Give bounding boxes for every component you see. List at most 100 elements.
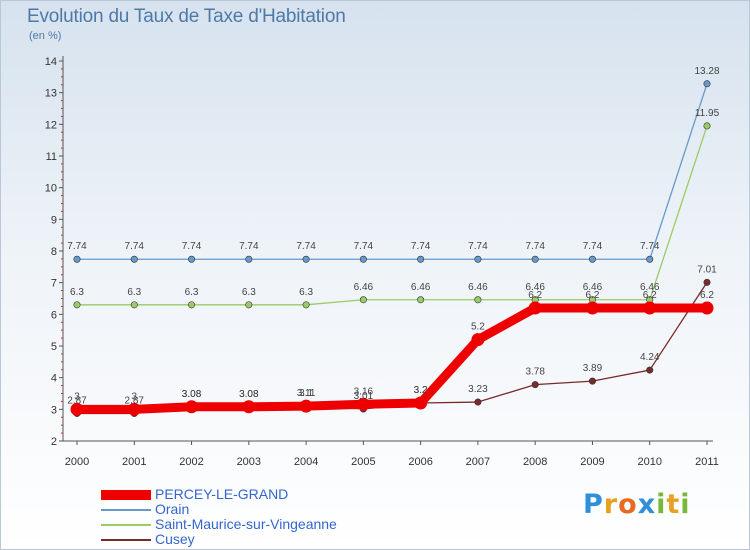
- data-label-1: 7.74: [640, 241, 660, 252]
- y-tick-label: 6: [51, 309, 57, 321]
- x-tick-label: 2001: [122, 456, 146, 468]
- x-tick-label: 2010: [637, 456, 661, 468]
- data-label-2: 6.46: [354, 282, 374, 293]
- y-tick-label: 7: [51, 278, 57, 290]
- chart-subtitle: (en %): [29, 30, 62, 42]
- logo-letter: r: [603, 489, 619, 520]
- series-point-0: [528, 301, 542, 315]
- y-tick-label: 14: [45, 56, 57, 68]
- line-chart: 2 3 4 5 6 7 8 9 10 11 12 13 14 2000 2001 2002 2003 2004 20…: [45, 56, 720, 468]
- series-point-1: [130, 255, 138, 263]
- data-label-0: 3: [74, 391, 80, 402]
- series-point-2: [245, 301, 253, 309]
- legend-swatch-orain: [101, 509, 151, 511]
- series-point-1: [531, 255, 539, 263]
- y-tick-label: 5: [51, 341, 57, 353]
- data-label-1: 7.74: [525, 241, 545, 252]
- y-tick-label: 11: [46, 151, 57, 163]
- data-label-3: 3.78: [525, 367, 545, 378]
- legend-swatch-percey: [101, 490, 151, 500]
- series-point-3: [474, 398, 482, 406]
- y-tick-label: 2: [51, 436, 57, 448]
- data-label-0: 6.2: [643, 290, 657, 301]
- data-label-0: 3: [131, 391, 137, 402]
- x-tick-label: 2007: [466, 456, 490, 468]
- series-point-0: [70, 402, 84, 416]
- series-line-1: [76, 83, 708, 260]
- data-label-3: 3.23: [468, 384, 488, 395]
- data-label-2: 6.46: [411, 282, 431, 293]
- data-label-1: 7.74: [468, 241, 488, 252]
- series-point-1: [588, 255, 596, 263]
- x-tick-label: 2008: [523, 456, 547, 468]
- series-point-2: [417, 296, 425, 304]
- x-tick-label: 2009: [580, 456, 604, 468]
- series-point-1: [646, 255, 654, 263]
- data-label-3: 3.01: [354, 391, 374, 402]
- data-label-1: 7.74: [354, 241, 374, 252]
- legend-label-orain: Orain: [155, 501, 190, 517]
- data-label-0: 3.1: [299, 388, 313, 399]
- data-label-0: 5.2: [471, 322, 485, 333]
- series-point-2: [130, 301, 138, 309]
- data-label-3: 2.87: [67, 395, 87, 406]
- data-label-3: 3.08: [239, 389, 259, 400]
- data-label-3: 3.2: [414, 385, 428, 396]
- y-tick-label: 8: [51, 246, 57, 258]
- data-label-3: 3.08: [182, 389, 202, 400]
- data-label-1: 7.74: [67, 241, 87, 252]
- series-line-0: [72, 303, 712, 414]
- series-point-0: [299, 399, 313, 413]
- series-point-3: [703, 278, 711, 286]
- data-label-0: 3.16: [354, 386, 374, 397]
- series-point-1: [302, 255, 310, 263]
- series-point-0: [643, 301, 657, 315]
- logo-letter: t: [666, 489, 681, 520]
- data-label-3: 7.01: [697, 264, 717, 275]
- x-tick-label: 2003: [237, 456, 261, 468]
- legend-label-saint-maurice: Saint-Maurice-sur-Vingeanne: [155, 516, 337, 532]
- data-label-2: 6.46: [468, 282, 488, 293]
- series-point-1: [73, 255, 81, 263]
- data-label-0: 6.2: [586, 290, 600, 301]
- data-label-0: 6.2: [700, 290, 714, 301]
- x-tick-label: 2011: [695, 456, 719, 468]
- data-label-1: 7.74: [411, 241, 431, 252]
- data-label-2: 6.3: [299, 287, 313, 298]
- data-label-0: 6.2: [528, 290, 542, 301]
- series-point-3: [588, 377, 596, 385]
- logo-letter: o: [618, 489, 638, 520]
- series-point-2: [703, 122, 711, 130]
- series-point-0: [185, 400, 199, 414]
- series-point-1: [417, 255, 425, 263]
- data-label-1: 7.74: [583, 241, 603, 252]
- data-label-2: 6.3: [70, 287, 84, 298]
- series-point-1: [188, 255, 196, 263]
- series-point-0: [127, 402, 141, 416]
- logo-letter: i: [656, 489, 667, 520]
- legend-swatch-cusey: [101, 539, 151, 541]
- y-tick-label: 3: [51, 404, 57, 416]
- data-label-3: 3.11: [297, 388, 316, 399]
- data-label-3: 2.87: [125, 395, 145, 406]
- series-point-2: [474, 296, 482, 304]
- x-tick-label: 2005: [351, 456, 375, 468]
- series-point-0: [242, 400, 256, 414]
- chart-title: Evolution du Taux de Taxe d'Habitation: [27, 6, 346, 27]
- series-point-0: [585, 301, 599, 315]
- x-tick-label: 2002: [179, 456, 203, 468]
- series-line-3: [76, 281, 708, 415]
- y-tick-label: 13: [45, 88, 57, 100]
- data-label-2: 6.3: [242, 287, 256, 298]
- x-tick-label: 2004: [294, 456, 318, 468]
- data-label-0: 3.08: [182, 389, 202, 400]
- data-label-0: 3.08: [239, 389, 259, 400]
- logo-letter: x: [637, 489, 657, 520]
- series-point-3: [531, 381, 539, 389]
- legend-label-percey: PERCEY-LE-GRAND: [155, 486, 289, 502]
- data-label-2: 6.46: [525, 282, 545, 293]
- data-label-1: 7.74: [239, 241, 259, 252]
- x-tick-label: 2000: [65, 456, 89, 468]
- series-point-1: [359, 255, 367, 263]
